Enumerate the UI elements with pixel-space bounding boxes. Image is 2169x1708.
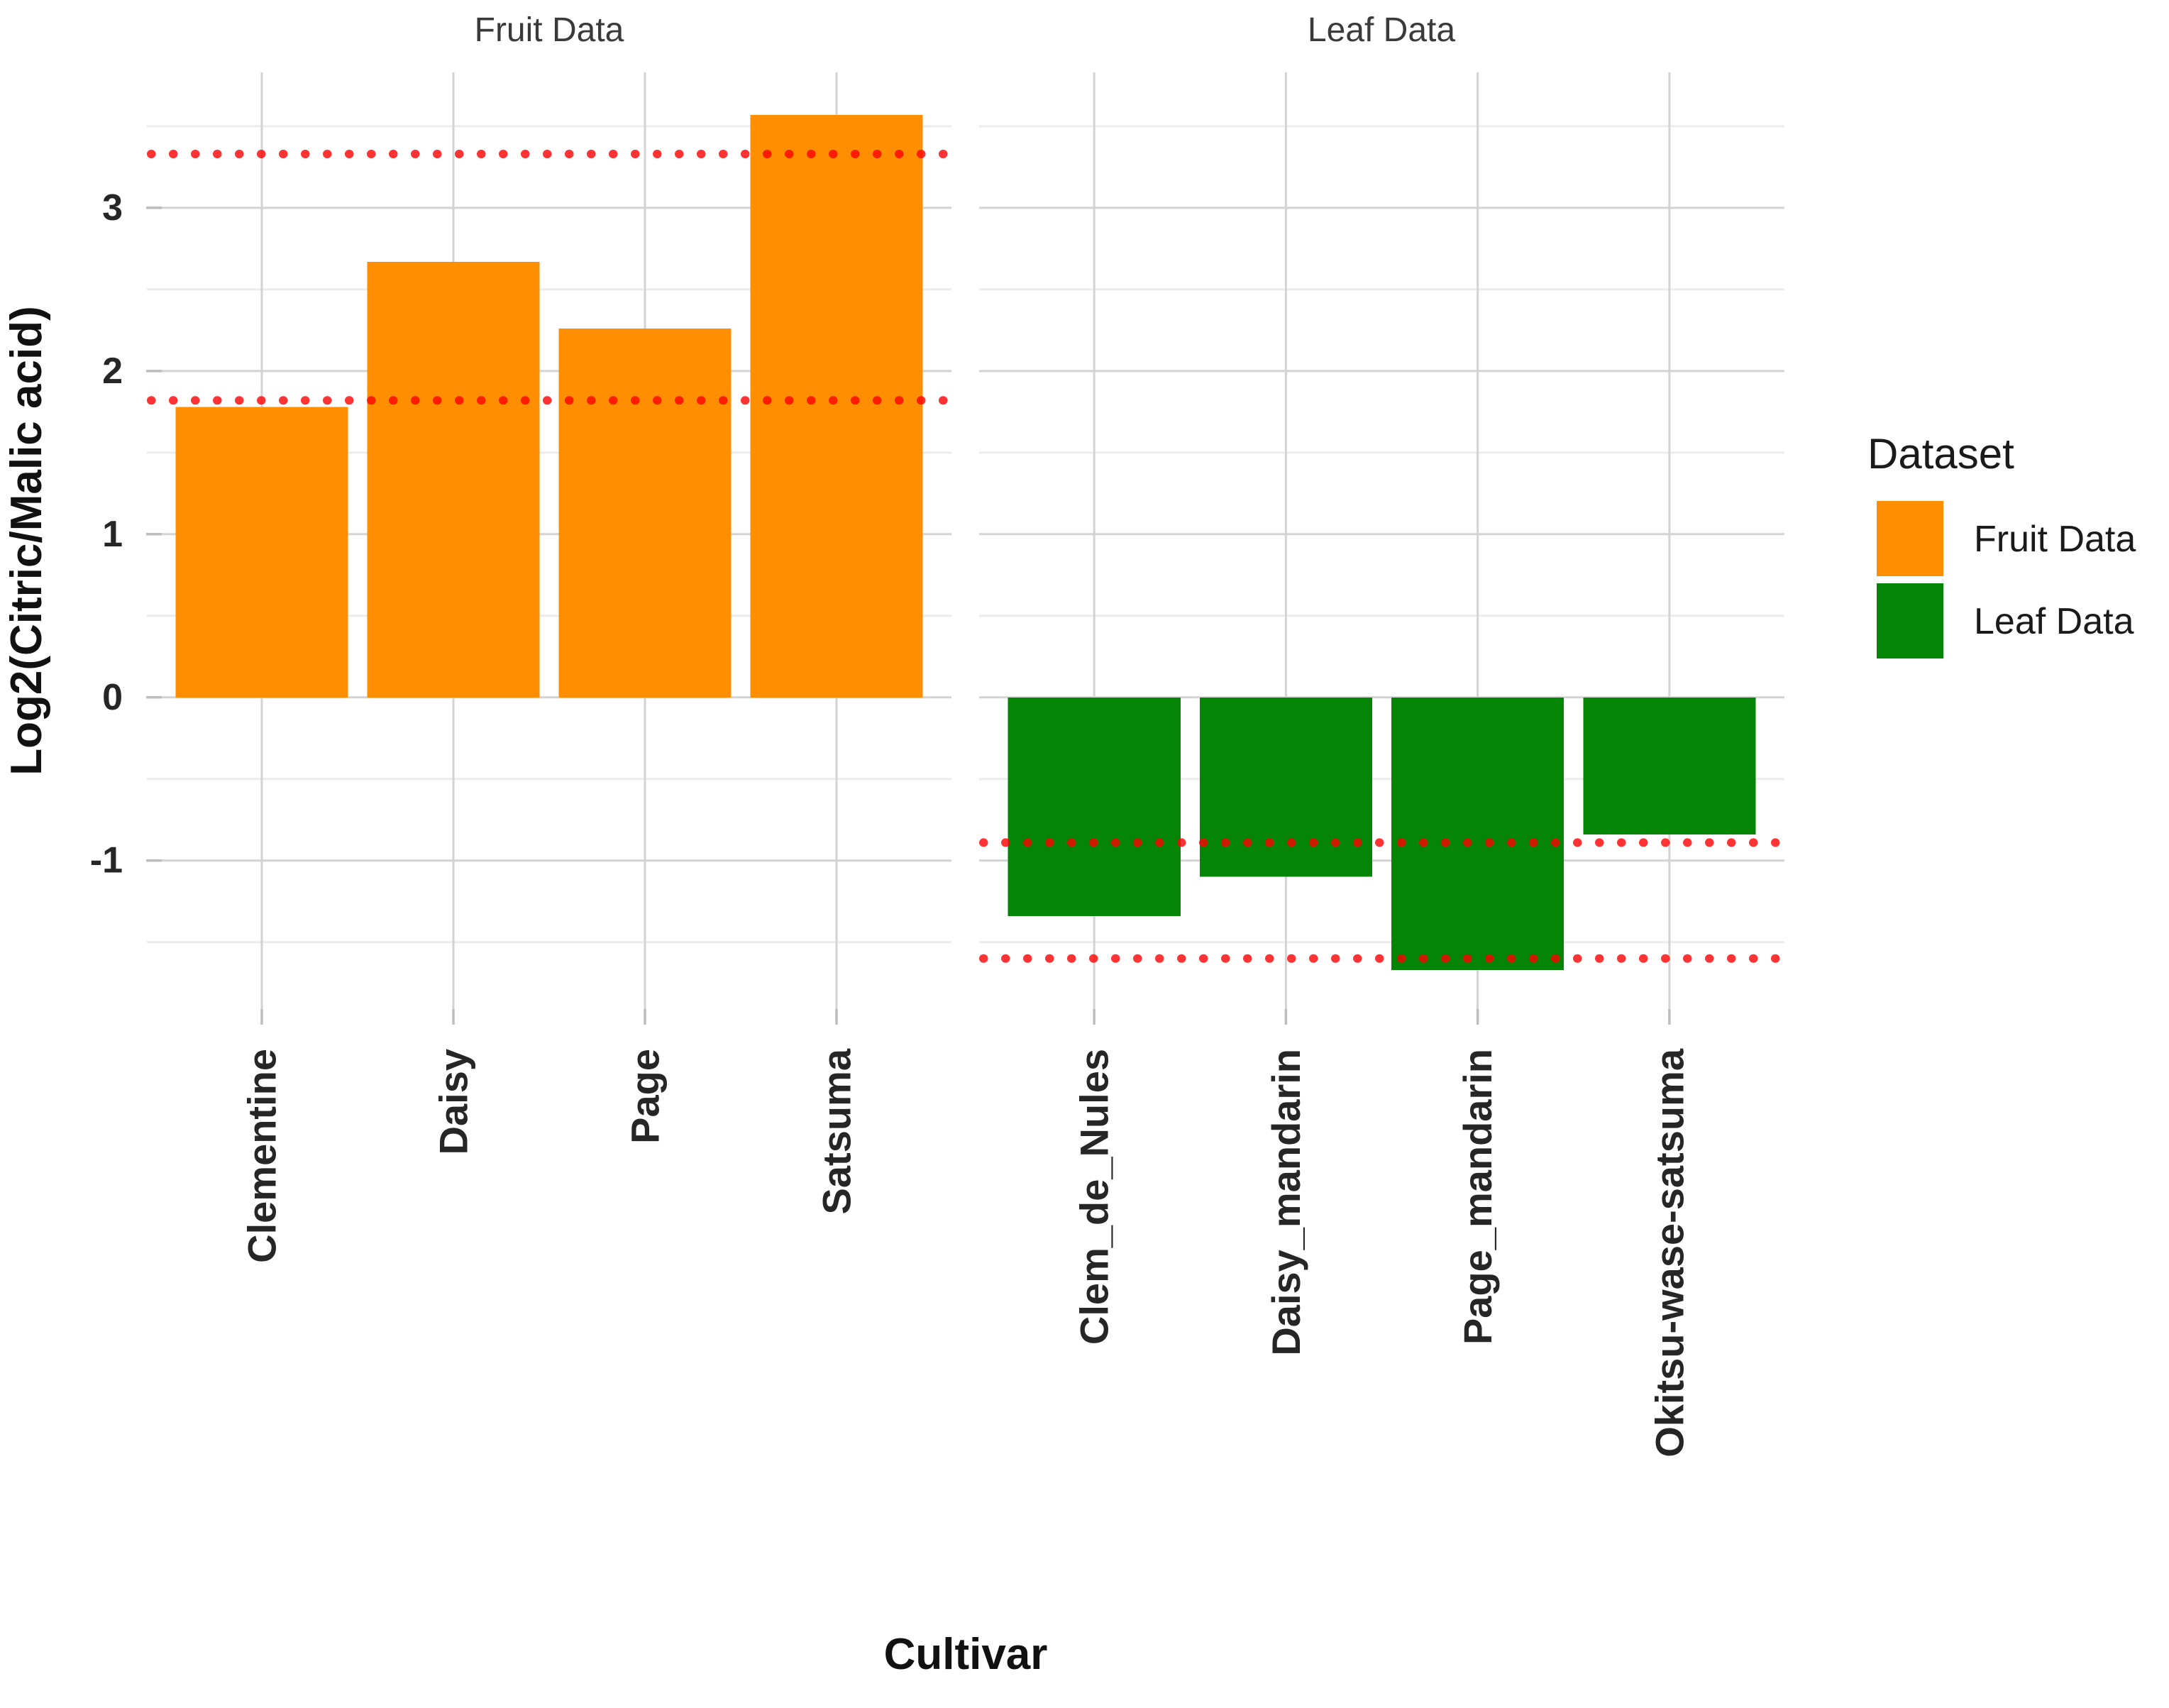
x-tick-label: Clem_de_Nules <box>1072 1049 1117 1345</box>
bar-Satsuma <box>750 114 923 698</box>
x-axis-title: Cultivar <box>884 1630 1048 1679</box>
plot-panels: Clementine Daisy Page Satsuma Clem_de_Nules D… <box>90 72 1784 1458</box>
bar-Clem_de_Nules <box>1008 697 1181 916</box>
legend-label-leaf-data: Leaf Data <box>1974 601 2134 642</box>
y-tick-label: -1 <box>90 840 123 881</box>
x-tick-label: Daisy <box>431 1049 476 1155</box>
bar-Daisy <box>367 261 540 698</box>
legend-swatch-leaf-data <box>1877 583 1943 659</box>
x-tick-label: Clementine <box>240 1049 285 1263</box>
bar-Page_mandarin <box>1391 697 1564 970</box>
bar-Page <box>558 329 732 698</box>
y-tick-label: 2 <box>102 351 123 392</box>
x-tick-label: Daisy_mandarin <box>1264 1049 1308 1356</box>
legend-label-fruit-data: Fruit Data <box>1974 519 2136 560</box>
bar-Okitsu-wase-satsuma <box>1583 697 1756 834</box>
y-axis-title: Log2(Citric/Malic acid) <box>2 306 51 775</box>
facet-strip-leaf-data: Leaf Data <box>1308 11 1455 49</box>
x-tick-label: Okitsu-wase-satsuma <box>1647 1048 1691 1458</box>
x-tick-label: Page_mandarin <box>1455 1049 1500 1345</box>
y-tick-label: 0 <box>102 677 123 718</box>
x-tick-label: Satsuma <box>815 1048 859 1214</box>
legend: Dataset Fruit Data Leaf Data <box>1867 430 2136 659</box>
y-tick-label: 3 <box>102 187 123 228</box>
x-tick-label: Page <box>623 1049 668 1144</box>
facet-strip-fruit-data: Fruit Data <box>475 11 624 49</box>
legend-swatch-fruit-data <box>1877 501 1943 576</box>
y-tick-label: 1 <box>102 514 123 555</box>
bar-Daisy_mandarin <box>1199 697 1372 877</box>
bar-Clementine <box>175 407 348 698</box>
legend-title: Dataset <box>1867 430 2014 478</box>
